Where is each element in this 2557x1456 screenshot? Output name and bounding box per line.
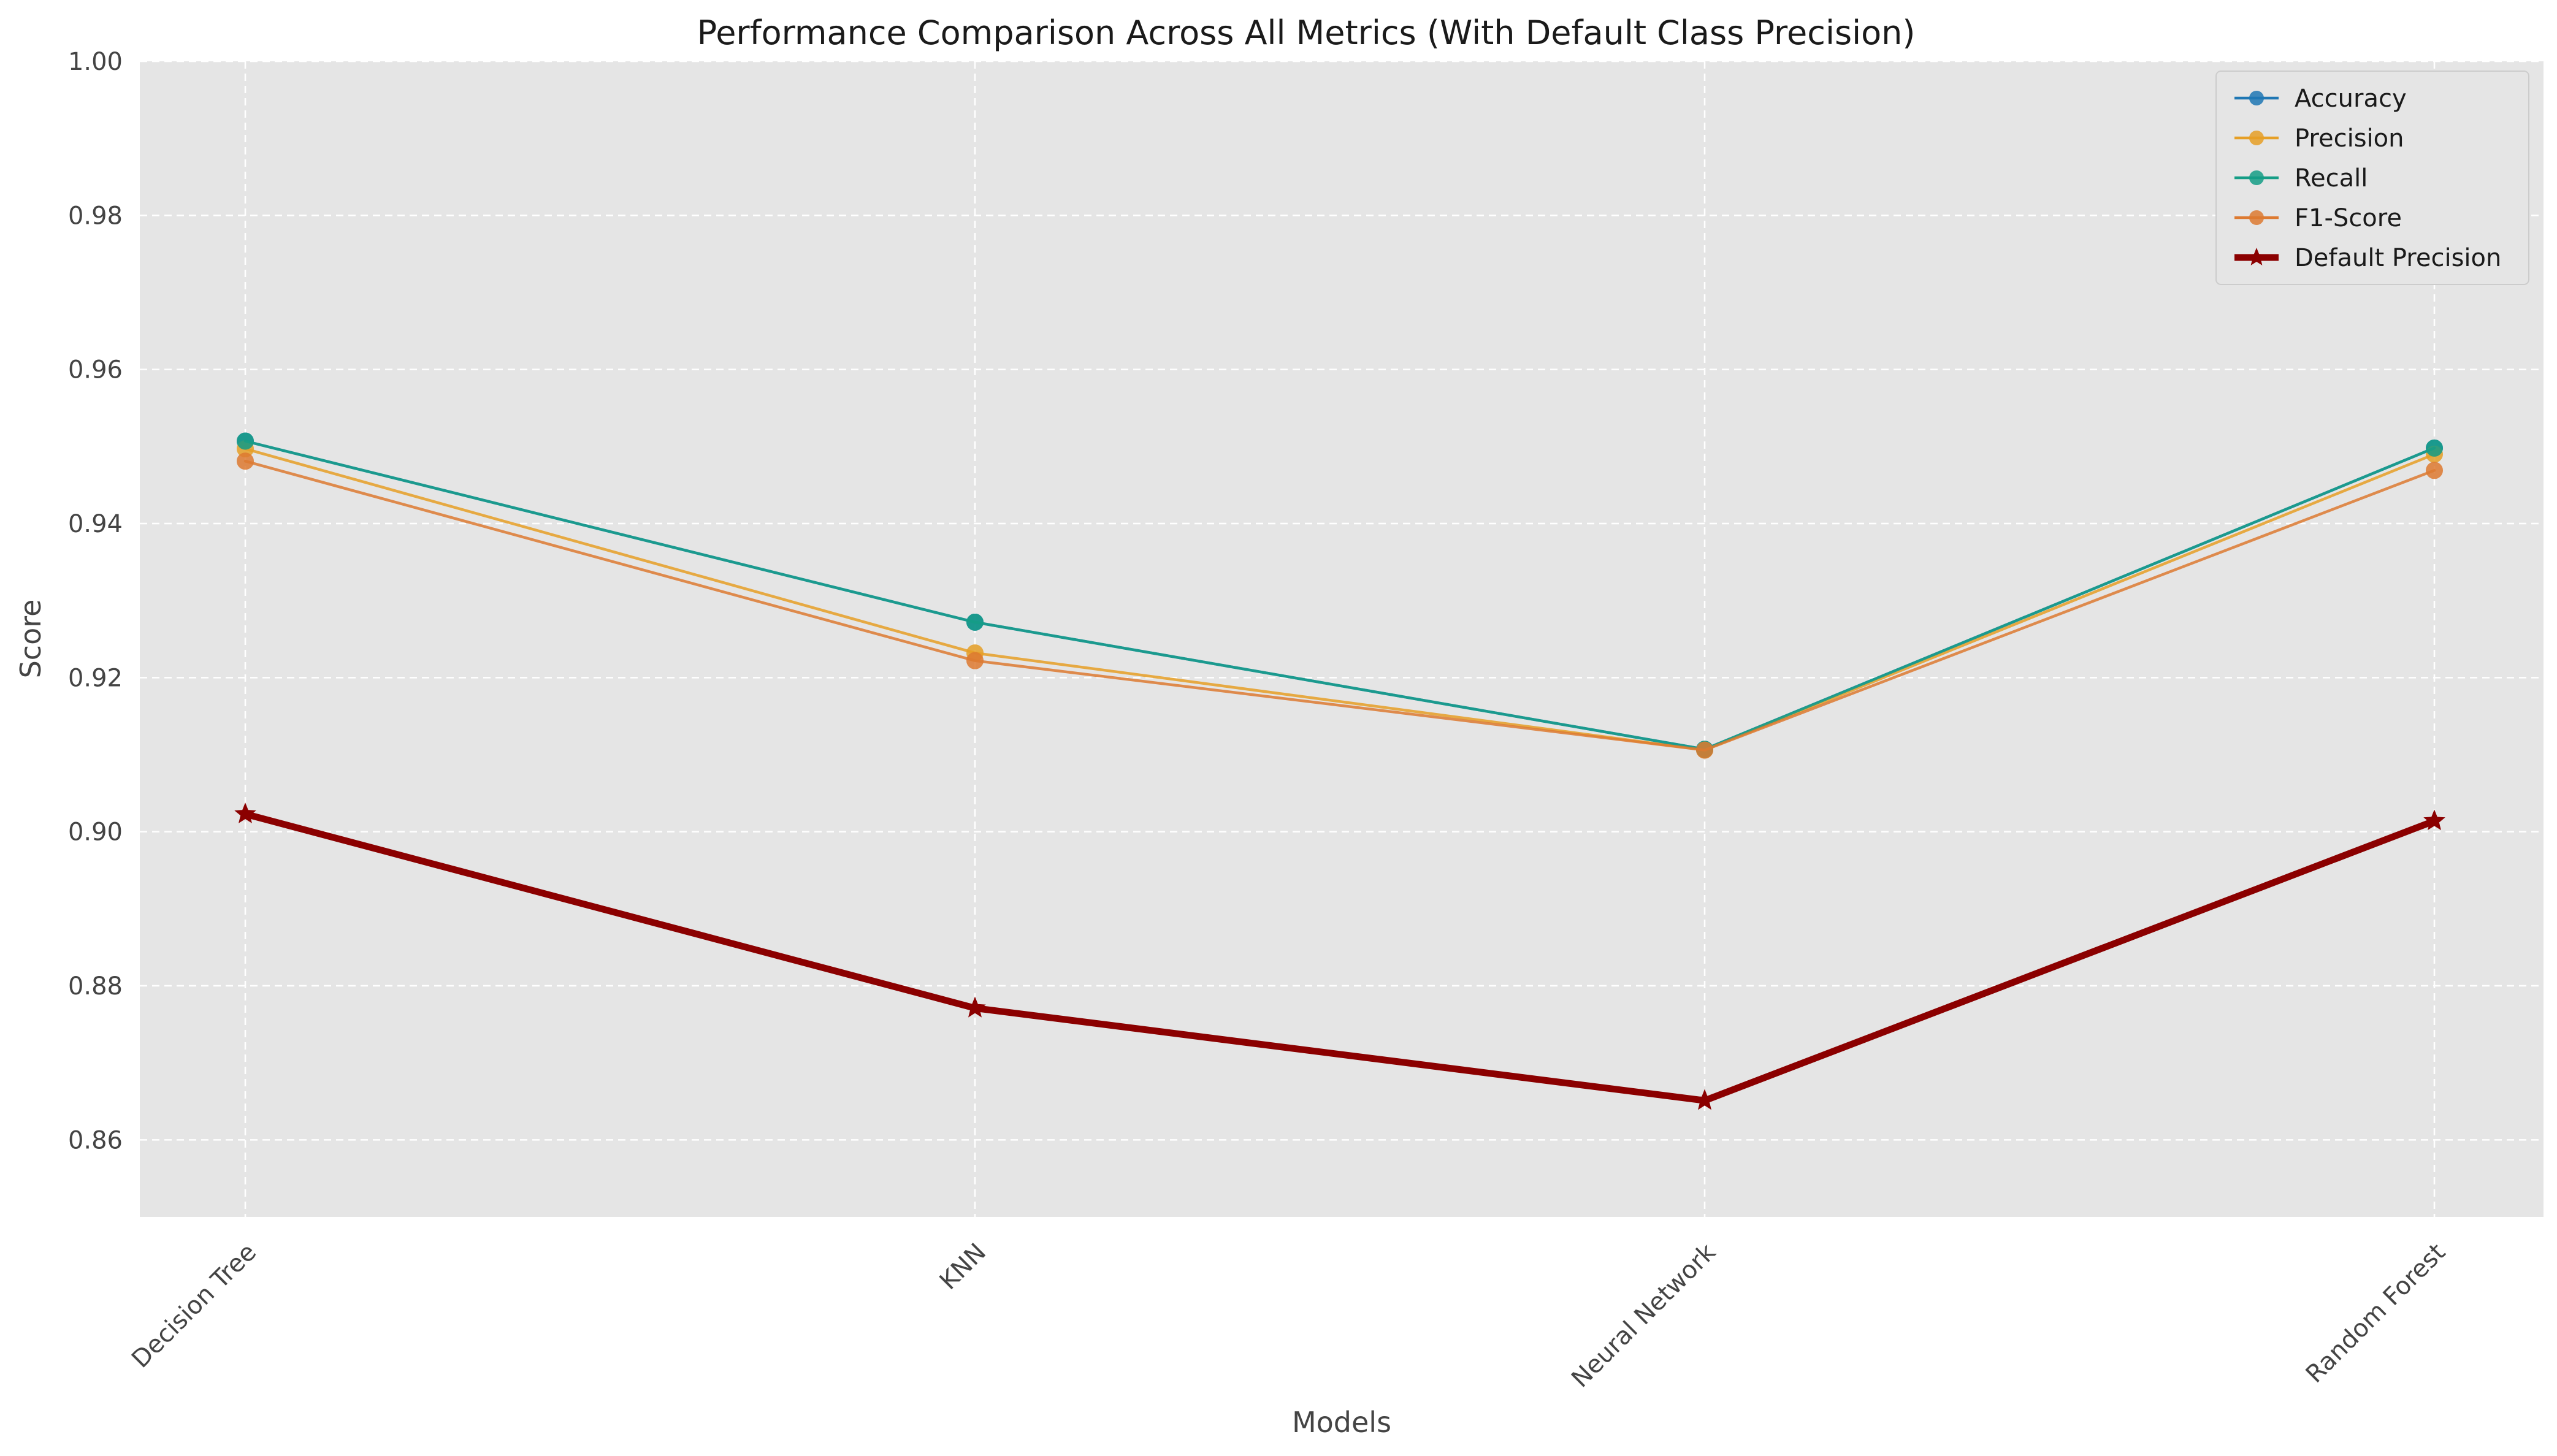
x-axis-label: Models [1292,1406,1391,1439]
y-axis-ticks: 0.86 0.88 0.90 0.92 0.94 0.96 0.98 1.00 [68,48,123,1154]
legend-item: F1-Score [2234,204,2402,232]
data-point [966,613,984,631]
legend-label: Recall [2295,164,2368,192]
x-tick-label: Neural Network [1566,1238,1722,1393]
series-line [243,440,2436,751]
plot-area [140,61,2544,1217]
legend: Accuracy Precision Recall F1-Score Default P… [2215,71,2529,285]
grid-lines [140,60,2544,1217]
legend-item: Precision [2234,124,2404,153]
data-point [1696,741,1713,759]
data-point [966,652,984,669]
legend-item: Recall [2234,164,2368,192]
y-tick-label: 0.88 [68,972,123,1001]
legend-label: F1-Score [2295,204,2402,232]
legend-marker [2249,210,2264,225]
series-line [243,459,2436,752]
x-tick-label: Decision Tree [126,1238,262,1374]
x-tick-label: Random Forest [2301,1238,2451,1389]
y-tick-label: 0.86 [68,1126,123,1154]
data-point-star [2423,809,2445,831]
series-f1-score [237,452,2443,759]
legend-marker [2249,131,2264,145]
series-line [242,810,2438,1104]
legend-label: Default Precision [2295,244,2501,272]
y-tick-label: 0.98 [68,202,123,230]
y-axis-label: Score [14,600,47,679]
data-point-star [964,996,986,1018]
y-tick-label: 0.94 [68,510,123,538]
chart-title: Performance Comparison Across All Metric… [697,13,1916,52]
x-tick-label: KNN [935,1238,992,1295]
legend-item: Default Precision [2234,244,2501,272]
series-default-precision [234,802,2445,1110]
legend-marker [2249,91,2264,105]
legend-label: Precision [2295,124,2404,153]
y-tick-label: 1.00 [68,48,123,76]
data-point [237,432,254,450]
data-point [2426,462,2443,479]
series-lines [234,432,2445,1110]
y-tick-label: 0.92 [68,664,123,692]
data-point-star [1694,1089,1716,1110]
data-point-star [234,802,256,823]
y-tick-label: 0.96 [68,356,123,384]
legend-marker [2249,170,2264,185]
y-tick-label: 0.90 [68,818,123,847]
data-point [2426,439,2443,457]
legend-item: Accuracy [2234,85,2407,113]
legend-marker-star [2247,248,2266,265]
legend-box [2215,71,2529,285]
x-axis-ticks: Decision Tree KNN Neural Network Random For… [126,1238,2451,1393]
series-line [243,447,2436,752]
legend-label: Accuracy [2295,85,2407,113]
data-point [237,452,254,470]
